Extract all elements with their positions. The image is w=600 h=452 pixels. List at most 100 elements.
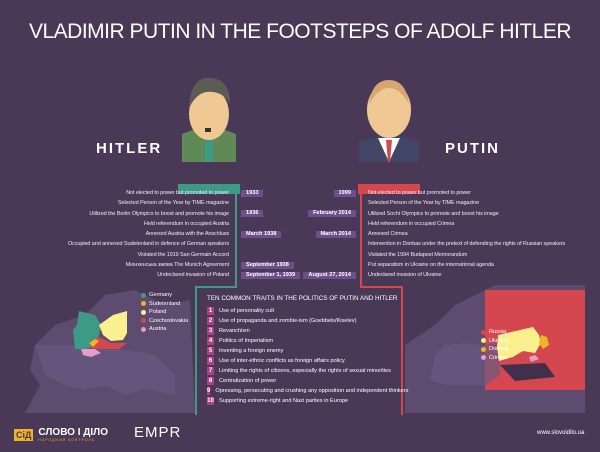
trait-text: Opressing, persecuting and crushing any … bbox=[215, 388, 409, 394]
date-row: March 1938 bbox=[241, 229, 300, 239]
legend-swatch bbox=[141, 318, 146, 324]
trait-item: 2 Use of propaganda and zombie-ism (Goebb… bbox=[207, 316, 401, 326]
date-row: 1936 bbox=[241, 209, 300, 219]
date-row bbox=[241, 239, 300, 249]
legend-item: Germany bbox=[141, 291, 188, 300]
trait-item: 10 Supporting extreme-right and Nazi part… bbox=[207, 396, 401, 406]
timeline-event: Selected Person of the Year by TIME maga… bbox=[117, 200, 229, 207]
timeline-event: Annexed Crimea bbox=[368, 231, 408, 238]
hitler-dates: 1933 1936 March 1938 September 1938 Septembe… bbox=[241, 188, 301, 281]
date-row: February 2014 bbox=[303, 209, 356, 219]
trait-text: Inventing a foreign enemy bbox=[219, 348, 284, 354]
date-row bbox=[303, 239, 356, 249]
legend-swatch bbox=[481, 338, 486, 344]
legend-label: Ukraine bbox=[489, 337, 509, 344]
legend-label: Donbas bbox=[489, 346, 509, 352]
trait-number: 3 bbox=[207, 327, 214, 335]
website-link[interactable]: www.slovoidilo.ua bbox=[537, 430, 585, 436]
date-row bbox=[241, 198, 300, 208]
trait-item: 7 Limiting the rights of citizens, especi… bbox=[207, 366, 401, 376]
trait-item: 1 Use of personality cult bbox=[207, 306, 401, 316]
trait-number: 9 bbox=[207, 387, 211, 395]
legend-item: Czechoslovakia bbox=[141, 317, 188, 326]
trait-item: 3 Revanchism bbox=[207, 326, 401, 336]
legend-label: Sudetenland bbox=[149, 300, 181, 307]
date-tag: September 1938 bbox=[241, 261, 294, 269]
legend-swatch bbox=[481, 329, 486, 335]
legend-item: Donbas bbox=[481, 345, 508, 354]
hitler-timeline: Not elected to power but promoted to pow… bbox=[68, 188, 229, 281]
map-legend-2014: Russia Ukraine Donbas Crimea bbox=[481, 328, 508, 362]
trait-text: Politics of Imperialism bbox=[219, 338, 274, 344]
timeline-event: Undeclared invasion of Poland bbox=[157, 272, 229, 279]
date-tag: 1936 bbox=[241, 210, 264, 218]
trait-text: Revanchism bbox=[219, 328, 250, 334]
trait-number: 4 bbox=[207, 337, 214, 345]
trait-item: 5 Inventing a foreign enemy bbox=[207, 346, 401, 356]
date-row bbox=[241, 219, 300, 229]
trait-item: 6 Use of inter-ethnic conflicts as foreig… bbox=[207, 356, 401, 366]
legend-item: Crimea bbox=[481, 354, 508, 363]
timeline-event: Utilized the Berlin Olympics to boost an… bbox=[89, 210, 229, 217]
timeline-event: Violated the 1919 San Germain Accord bbox=[137, 251, 229, 258]
trait-text: Use of inter-ethnic conflicts as foreign… bbox=[219, 358, 345, 364]
legend-item: Austria bbox=[141, 325, 188, 334]
empr-logo[interactable]: EMPR bbox=[134, 424, 182, 441]
legend-label: Russia bbox=[489, 329, 507, 335]
trait-item: 9 Opressing, persecuting and crushing any… bbox=[207, 386, 408, 396]
date-row bbox=[303, 260, 356, 270]
trait-text: Limiting the rights of citizens, especia… bbox=[219, 368, 391, 374]
timeline-event: Violated the 1994 Budapest Memorandum bbox=[368, 251, 468, 258]
timeline-event: Held referendum in occupied Crimea bbox=[368, 220, 455, 227]
timeline-event: Intervention in Donbas under the pretext… bbox=[368, 241, 566, 248]
legend-swatch bbox=[141, 292, 146, 298]
timeline-event: Selected Person of the Year by TIME maga… bbox=[368, 200, 480, 207]
trait-number: 8 bbox=[207, 377, 214, 385]
hitler-label: HITLER bbox=[96, 140, 163, 157]
date-row bbox=[241, 250, 300, 260]
legend-label: Germany bbox=[149, 292, 173, 298]
timeline-event: Мюнхенська змова The Munich Agreement bbox=[125, 262, 229, 269]
legend-swatch bbox=[481, 355, 486, 361]
timeline-event: Utilized Sochi Olympics to promote and b… bbox=[368, 210, 499, 217]
europe-map-1939 bbox=[25, 290, 195, 413]
legend-label: Crimea bbox=[489, 354, 508, 361]
sid-logo-mark: СіД bbox=[14, 429, 34, 441]
trait-number: 7 bbox=[207, 367, 214, 375]
date-tag: 1933 bbox=[241, 189, 264, 197]
timeline-event: Occupied and annexed Sudetenland in defe… bbox=[67, 241, 229, 248]
trait-number: 1 bbox=[207, 307, 214, 315]
trait-number: 2 bbox=[207, 317, 214, 325]
legend-item: Russia bbox=[481, 328, 508, 337]
date-row: September 1, 1939 bbox=[241, 270, 301, 280]
trait-text: Supporting extreme-right and Nazi partie… bbox=[219, 398, 349, 404]
europe-map-2014 bbox=[405, 285, 585, 413]
timeline-event: Undeclared invasion of Ukraine bbox=[368, 272, 442, 279]
legend-item: Poland bbox=[141, 308, 188, 317]
trait-item: 8 Centralization of power bbox=[207, 376, 401, 386]
legend-item: Sudetenland bbox=[141, 300, 188, 309]
legend-label: Poland bbox=[149, 309, 167, 315]
trait-number: 5 bbox=[207, 347, 214, 355]
putin-dates: 1999 February 2014 March 2014 August 27, 20… bbox=[303, 188, 356, 281]
timeline-event: Held referendum in occupied Austria bbox=[143, 220, 229, 227]
hitler-portrait bbox=[178, 77, 240, 194]
traits-box: TEN COMMON TRAITS IN THE POLITICS OF PUT… bbox=[195, 287, 408, 415]
timeline-event: Put separatism in Ukraine on the interna… bbox=[368, 262, 494, 269]
legend-item: Ukraine bbox=[481, 337, 508, 346]
legend-swatch bbox=[141, 309, 146, 315]
putin-timeline: Not elected to power but promoted to pow… bbox=[368, 188, 565, 281]
date-row bbox=[303, 219, 356, 229]
timeline-event: Not elected to power but promoted to pow… bbox=[368, 190, 471, 196]
timeline-event: Annexed Austria with the Anschluss bbox=[145, 231, 230, 238]
date-row: 1999 bbox=[303, 188, 356, 198]
date-tag: 1999 bbox=[333, 189, 356, 197]
trait-text: Centralization of power bbox=[219, 378, 277, 384]
traits-heading: TEN COMMON TRAITS IN THE POLITICS OF PUT… bbox=[207, 295, 398, 302]
trait-text: Use of propaganda and zombie-ism (Goebbe… bbox=[219, 318, 357, 324]
map-legend-1939: Germany Sudetenland Poland Czechoslovakia Au… bbox=[141, 291, 188, 334]
traits-list: 1 Use of personality cult 2 Use of propagan… bbox=[197, 306, 408, 406]
legend-swatch bbox=[141, 326, 146, 332]
slovo-i-dilo-logo[interactable]: СіД СЛОВО І ДІЛО НАРОДНИЙ КОНТРОЛЬ bbox=[14, 428, 108, 442]
trait-number: 10 bbox=[207, 397, 214, 405]
